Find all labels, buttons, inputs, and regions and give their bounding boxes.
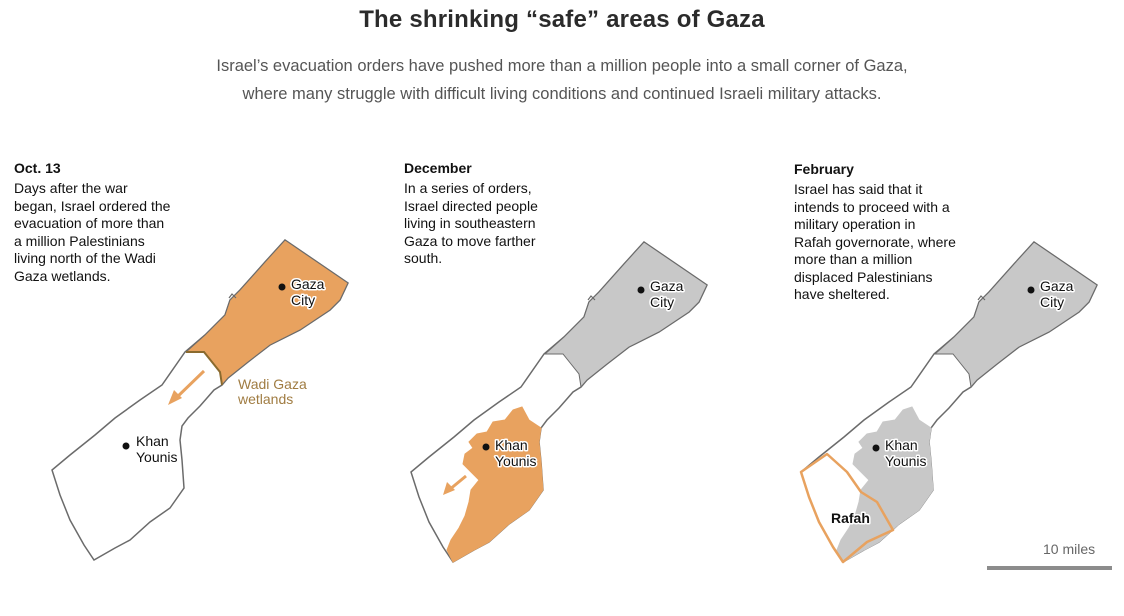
khan-younis-label: Younis	[885, 453, 927, 469]
panel-3-line: military operation in	[794, 216, 916, 232]
panel-3-line: have sheltered.	[794, 286, 890, 302]
panel-2-line: south.	[404, 250, 443, 266]
port-notch	[587, 295, 596, 301]
panel-1-heading: Oct. 13	[14, 160, 61, 176]
panel-2-line: In a series of orders,	[404, 180, 532, 196]
subtitle-line-2: where many struggle with difficult livin…	[242, 85, 882, 103]
panel-1-line: evacuation of more than	[14, 215, 165, 231]
port-notch	[977, 295, 986, 301]
previously-evacuated-zone	[543, 241, 708, 389]
gaza-city-label: Gaza	[650, 278, 684, 294]
gaza-city-dot	[278, 283, 286, 291]
rafah-governorate-outline	[799, 452, 895, 564]
wetlands-label: wetlands	[237, 391, 293, 407]
panel-1-description: Days after the war began, Israel ordered…	[14, 180, 199, 285]
gaza-city-label: Gaza	[291, 276, 325, 292]
page-title: The shrinking “safe” areas of Gaza	[359, 6, 765, 33]
scale-bar	[987, 566, 1112, 570]
panel-3-line: Israel has said that it	[794, 181, 923, 197]
gaza-city-dot	[637, 286, 645, 294]
panel-3-description: Israel has said that it intends to proce…	[794, 181, 979, 304]
previously-evacuated-zone	[933, 241, 1098, 389]
gaza-city-label: Gaza	[1040, 278, 1074, 294]
khan-younis-label: Khan	[136, 433, 169, 449]
wetlands-label: Wadi Gaza	[238, 376, 307, 392]
panel-2-heading: December	[404, 160, 472, 176]
panel-2-line: Gaza to move farther	[404, 232, 536, 249]
southeastern-evacuated-zone	[836, 406, 934, 563]
panel-3-heading: February	[794, 161, 854, 177]
khan-younis-label: Khan	[495, 437, 528, 453]
subtitle: Israel’s evacuation orders have pushed m…	[0, 52, 1124, 108]
panel-3-line: displaced Palestinians	[794, 268, 933, 285]
panel-3-line: intends to proceed with a	[794, 198, 950, 215]
panel-1-line: Days after the war	[14, 180, 128, 196]
panel-2-description: In a series of orders, Israel directed p…	[404, 180, 589, 268]
panel-2-line: living in southeastern	[404, 215, 536, 231]
map-oct13: Gaza City Khan Younis Wadi Gaza wetlands	[51, 239, 349, 561]
khan-younis-label: Younis	[495, 453, 537, 469]
scale-label: 10 miles	[1043, 541, 1096, 557]
map-december: Gaza City Khan Younis	[410, 241, 708, 563]
panel-1-line: began, Israel ordered the	[14, 197, 171, 214]
khan-younis-label: Younis	[136, 449, 178, 465]
khan-younis-dot	[122, 442, 130, 450]
gaza-city-label: City	[650, 294, 674, 310]
arrow-icon	[443, 474, 467, 495]
port-notch	[228, 293, 237, 299]
panel-1-line: a million Palestinians	[14, 232, 145, 249]
khan-younis-label: Khan	[885, 437, 918, 453]
panel-1-line: living north of the Wadi	[14, 250, 156, 266]
southeastern-evacuation-zone	[446, 406, 544, 563]
gaza-city-label: City	[291, 292, 315, 308]
rafah-label: Rafah	[831, 510, 870, 526]
wadi-gaza-line	[186, 351, 223, 386]
arrow-icon	[168, 369, 206, 405]
map-february: Gaza City Khan Younis Rafah	[799, 241, 1098, 564]
panel-3-line: more than a million	[794, 251, 913, 267]
gaza-city-dot	[1027, 286, 1035, 294]
subtitle-line-1: Israel’s evacuation orders have pushed m…	[216, 57, 908, 75]
panel-2-line: Israel directed people	[404, 197, 538, 214]
panel-1-line: Gaza wetlands.	[14, 267, 111, 284]
gaza-city-label: City	[1040, 294, 1064, 310]
khan-younis-dot	[482, 443, 490, 451]
khan-younis-dot	[872, 444, 880, 452]
panel-3-line: Rafah governorate, where	[794, 233, 956, 250]
